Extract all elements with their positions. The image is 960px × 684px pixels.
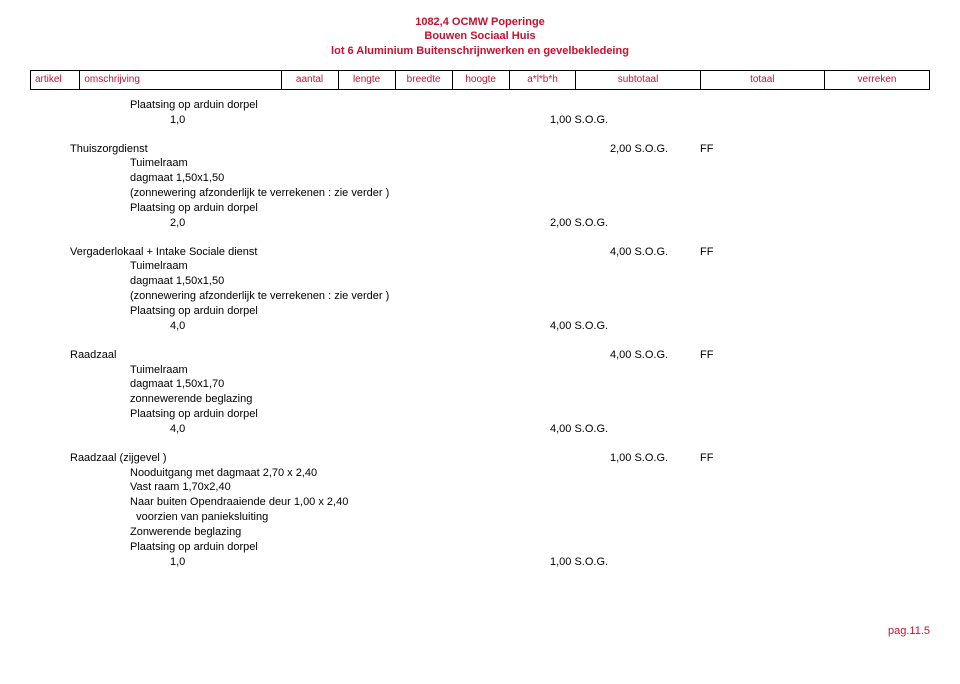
section-title-row: Raadzaal 4,00 S.O.G.FF: [30, 348, 930, 363]
section-desc-line: Plaatsing op arduin dorpel: [30, 407, 930, 422]
section-qty: 4,0: [30, 319, 460, 334]
section-qty: 1,0: [30, 555, 460, 570]
section-ff: FF: [700, 142, 740, 157]
section-ff: FF: [700, 451, 740, 466]
section-totaal: 4,00 S.O.G.: [610, 245, 700, 260]
section-qty: 4,0: [30, 422, 460, 437]
section: Thuiszorgdienst2,00 S.O.G.FFTuimelraamda…: [30, 142, 930, 231]
section-qty: 2,0: [30, 216, 460, 231]
col-hoogte: hoogte: [453, 71, 510, 89]
section-totaal: 2,00 S.O.G.: [610, 142, 700, 157]
section-title: Raadzaal (zijgevel ): [30, 451, 360, 466]
top-item-qty-row: 1,0 1,00 S.O.G.: [30, 113, 930, 128]
col-verreken: verreken: [825, 71, 930, 89]
section-totaal: 4,00 S.O.G.: [610, 348, 700, 363]
document-header: 1082,4 OCMW Poperinge Bouwen Sociaal Hui…: [30, 15, 930, 58]
section-desc-line: voorzien van panieksluiting: [30, 510, 930, 525]
col-lengte: lengte: [339, 71, 396, 89]
header-line-3: lot 6 Aluminium Buitenschrijnwerken en g…: [30, 44, 930, 58]
col-totaal: totaal: [701, 71, 825, 89]
col-breedte: breedte: [396, 71, 453, 89]
section-desc-line: Tuimelraam: [30, 363, 930, 378]
section-ff: FF: [700, 348, 740, 363]
section-desc-line: zonnewerende beglazing: [30, 392, 930, 407]
section-subtotal: 4,00 S.O.G.: [550, 422, 640, 437]
col-albh: a*l*b*h: [510, 71, 577, 89]
page-footer: pag.11.5: [30, 625, 930, 637]
col-subtotaal: subtotaal: [576, 71, 700, 89]
section-desc-line: Plaatsing op arduin dorpel: [30, 540, 930, 555]
section: Vergaderlokaal + Intake Sociale dienst 4,…: [30, 245, 930, 334]
section-totaal: 1,00 S.O.G.: [610, 451, 700, 466]
section-ff: FF: [700, 245, 740, 260]
top-item-sub: 1,00 S.O.G.: [550, 113, 640, 128]
section-title: Thuiszorgdienst: [30, 142, 360, 157]
col-artikel: artikel: [30, 71, 80, 89]
section-qty-row: 4,0 4,00 S.O.G.: [30, 319, 930, 334]
section-title: Raadzaal: [30, 348, 360, 363]
top-item-section: Plaatsing op arduin dorpel 1,0 1,00 S.O.…: [30, 98, 930, 128]
section-qty-row: 1,0 1,00 S.O.G.: [30, 555, 930, 570]
col-aantal: aantal: [282, 71, 339, 89]
section: Raadzaal4,00 S.O.G.FFTuimelraamdagmaat 1…: [30, 348, 930, 437]
section-subtotal: 1,00 S.O.G.: [550, 555, 640, 570]
section-qty-row: 4,0 4,00 S.O.G.: [30, 422, 930, 437]
section-desc-line: Zonwerende beglazing: [30, 525, 930, 540]
section-desc-line: Plaatsing op arduin dorpel: [30, 304, 930, 319]
section-title-row: Raadzaal (zijgevel ) 1,00 S.O.G.FF: [30, 451, 930, 466]
section-qty-row: 2,0 2,00 S.O.G.: [30, 216, 930, 231]
section-desc-line: Plaatsing op arduin dorpel: [30, 201, 930, 216]
section-title-row: Thuiszorgdienst 2,00 S.O.G.FF: [30, 142, 930, 157]
section-desc-line: Naar buiten Opendraaiende deur 1,00 x 2,…: [30, 495, 930, 510]
content-area: Plaatsing op arduin dorpel 1,0 1,00 S.O.…: [30, 98, 930, 570]
section-desc-line: Tuimelraam: [30, 156, 930, 171]
section-title: Vergaderlokaal + Intake Sociale dienst: [30, 245, 360, 260]
section-desc-line: dagmaat 1,50x1,70: [30, 377, 930, 392]
section-desc-line: dagmaat 1,50x1,50: [30, 171, 930, 186]
section-title-row: Vergaderlokaal + Intake Sociale dienst 4,…: [30, 245, 930, 260]
section: Raadzaal (zijgevel )1,00 S.O.G.FFNooduit…: [30, 451, 930, 570]
section-desc-line: Vast raam 1,70x2,40: [30, 480, 930, 495]
col-omschrijving: omschrijving: [80, 71, 281, 89]
top-item-qty: 1,0: [30, 113, 460, 128]
top-item-desc: Plaatsing op arduin dorpel: [30, 98, 930, 113]
section-subtotal: 4,00 S.O.G.: [550, 319, 640, 334]
section-desc-line: dagmaat 1,50x1,50: [30, 274, 930, 289]
column-header-row: artikel omschrijving aantal lengte breed…: [30, 70, 930, 90]
section-subtotal: 2,00 S.O.G.: [550, 216, 640, 231]
section-desc-line: (zonnewering afzonderlijk te verrekenen …: [30, 186, 930, 201]
section-desc-line: Tuimelraam: [30, 259, 930, 274]
section-desc-line: (zonnewering afzonderlijk te verrekenen …: [30, 289, 930, 304]
header-line-2: Bouwen Sociaal Huis: [30, 29, 930, 43]
header-line-1: 1082,4 OCMW Poperinge: [30, 15, 930, 29]
section-desc-line: Nooduitgang met dagmaat 2,70 x 2,40: [30, 466, 930, 481]
